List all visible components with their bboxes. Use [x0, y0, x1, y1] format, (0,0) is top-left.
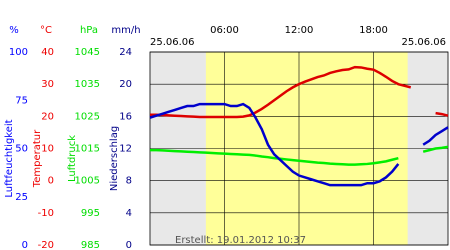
y-tick-label: 1035 [75, 79, 100, 90]
y-tick-label: 985 [81, 240, 100, 250]
y-tick-label: 75 [15, 95, 28, 106]
data-line [149, 102, 449, 187]
y-tick-label: -20 [38, 240, 54, 250]
y-tick-label: 0 [126, 240, 132, 250]
y-tick-label: 100 [9, 47, 28, 58]
axis-title: Niederschlag [109, 126, 120, 191]
axis-unit: % [9, 25, 19, 36]
y-tick-label: 20 [41, 111, 54, 122]
data-line [150, 65, 449, 119]
plot-frame [149, 51, 449, 246]
axis-title: Luftdruck [67, 135, 78, 182]
y-tick-label: 16 [119, 111, 132, 122]
axis-unit: mm/h [111, 25, 140, 36]
x-tick-label: 12:00 [285, 25, 314, 36]
y-tick-label: 1045 [75, 47, 100, 58]
x-tick-label: 06:00 [210, 25, 239, 36]
data-line [150, 145, 449, 166]
axis-unit: °C [40, 25, 52, 36]
y-tick-label: 50 [15, 144, 28, 155]
y-tick-label: 12 [119, 144, 132, 155]
y-tick-label: 1005 [75, 176, 100, 187]
y-tick-label: 25 [15, 192, 28, 203]
axis-title: Temperatur [32, 129, 43, 188]
y-tick-label: 8 [126, 176, 132, 187]
y-tick-label: 1015 [75, 144, 100, 155]
y-tick-label: 24 [119, 47, 132, 58]
created-note: Erstellt: 19.01.2012 10:37 [175, 235, 306, 246]
y-tick-label: 995 [81, 208, 100, 219]
y-tick-label: 20 [119, 79, 132, 90]
y-tick-label: 0 [48, 176, 54, 187]
axis-title: Luftfeuchtigkeit [4, 119, 15, 197]
date-right: 25.06.06 [401, 37, 446, 48]
date-left: 25.06.06 [150, 37, 195, 48]
axis-unit: hPa [80, 25, 98, 36]
y-tick-label: 4 [126, 208, 132, 219]
y-tick-label: 30 [41, 79, 54, 90]
y-tick-label: 1025 [75, 111, 100, 122]
y-tick-label: 40 [41, 47, 54, 58]
y-tick-label: 10 [41, 144, 54, 155]
y-tick-label: -10 [38, 208, 54, 219]
x-tick-label: 18:00 [359, 25, 388, 36]
y-tick-label: 0 [22, 240, 28, 250]
